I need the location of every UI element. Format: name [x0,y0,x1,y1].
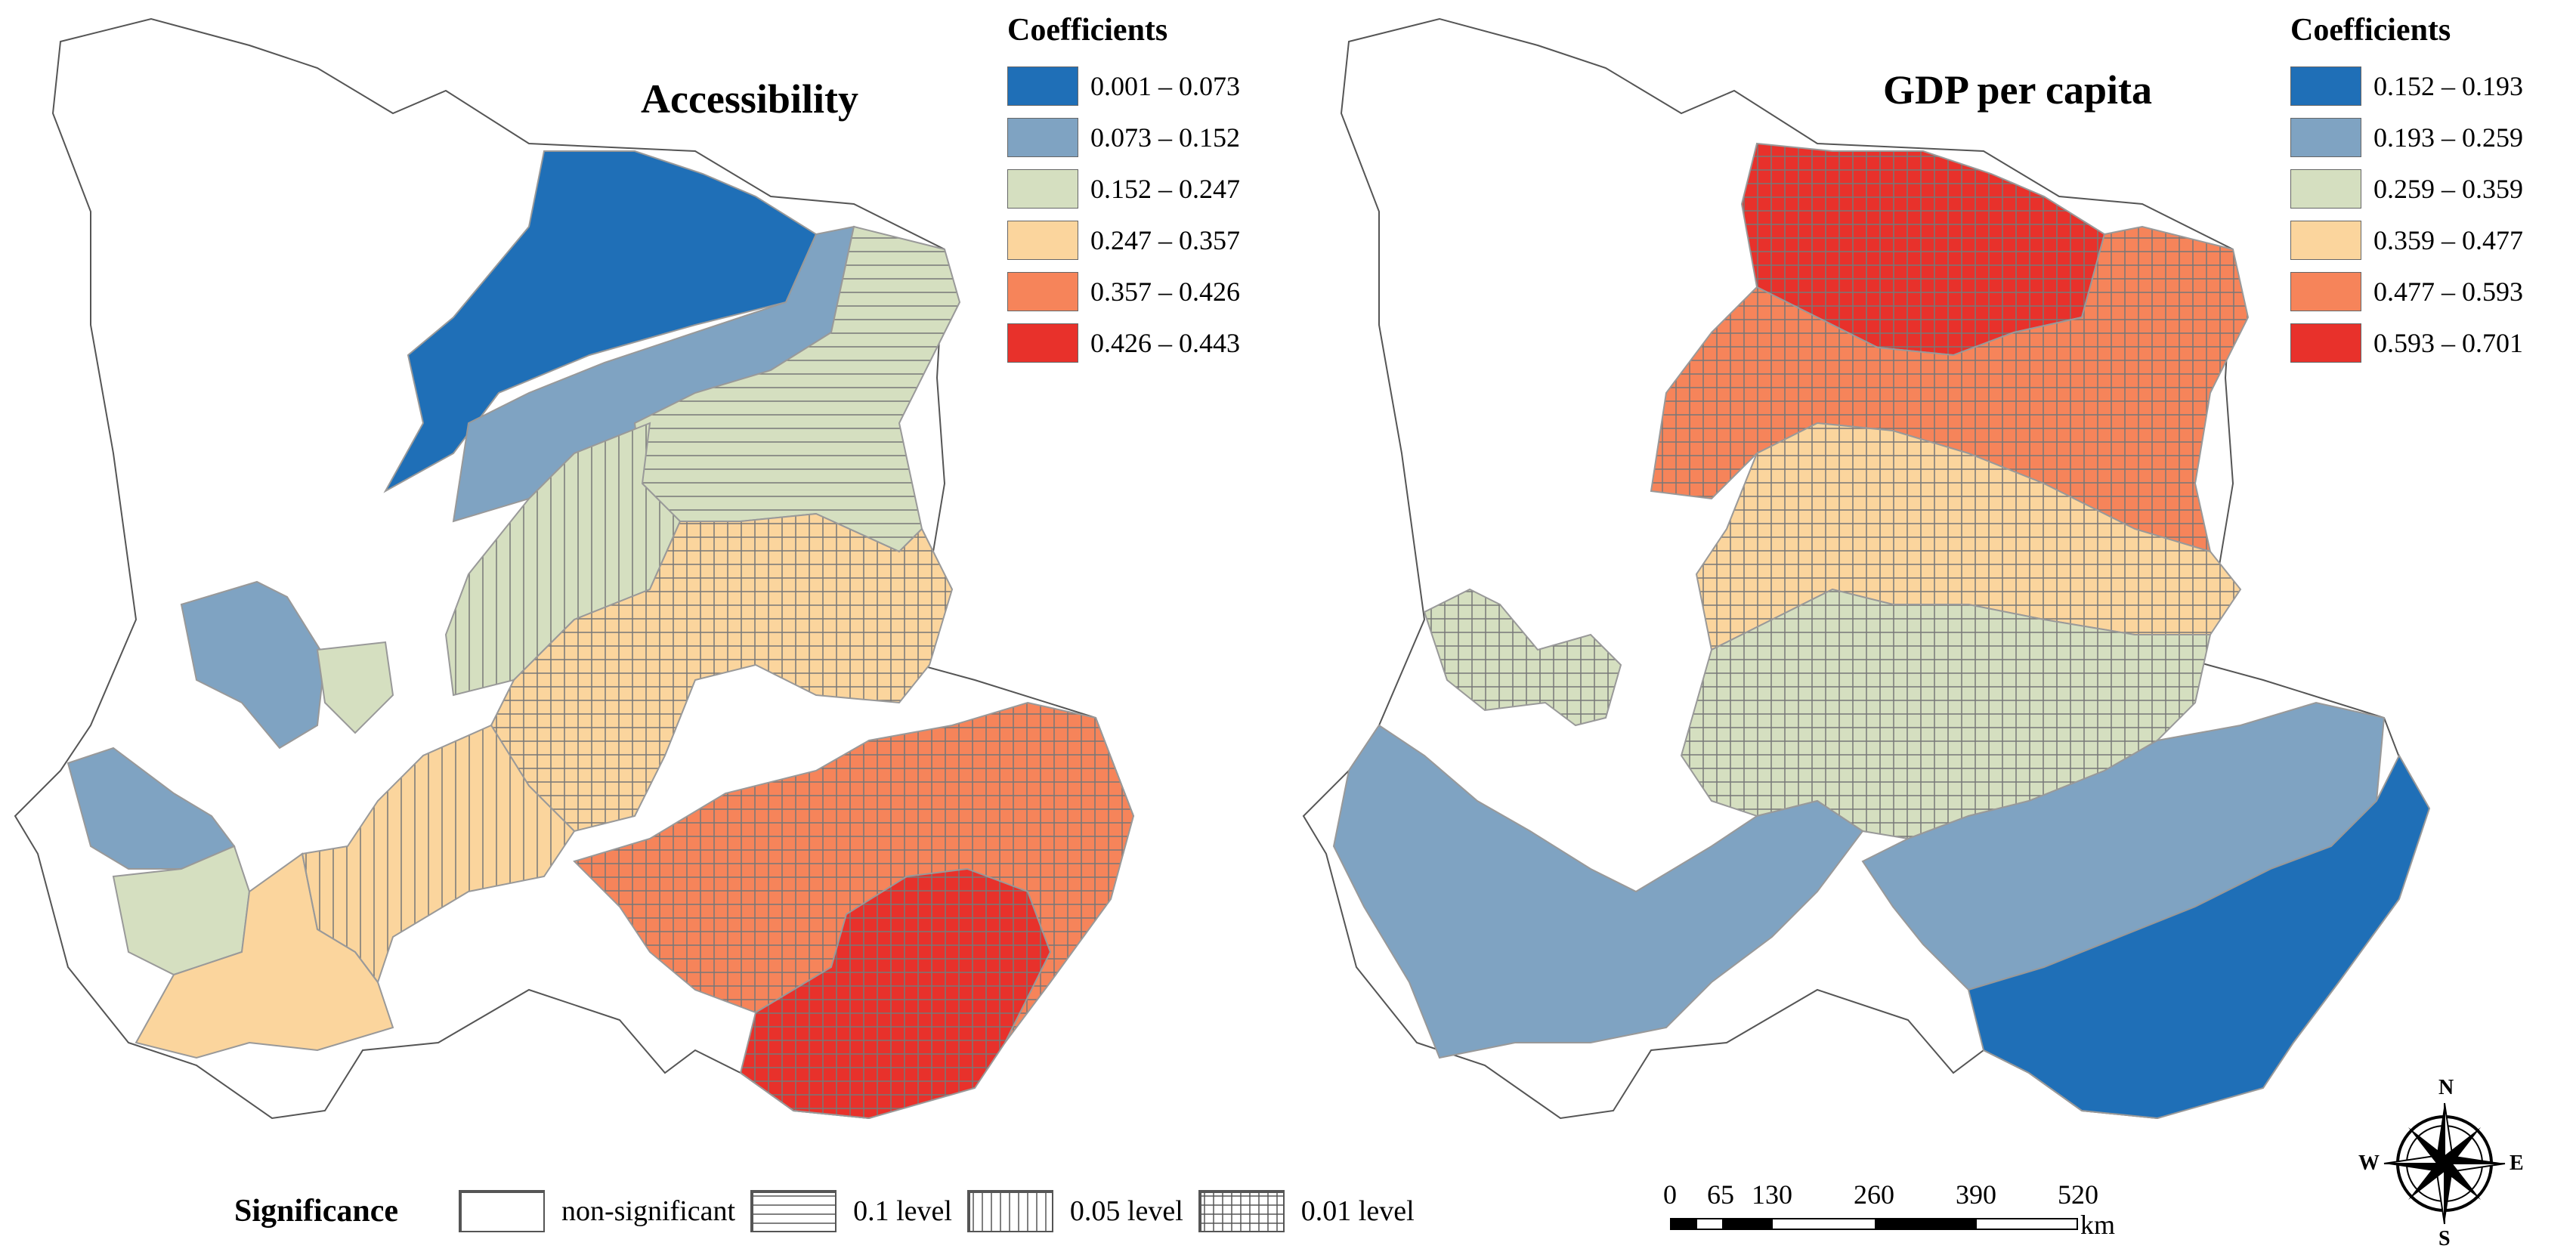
legend-title: Coefficients [2290,13,2451,48]
significance-swatch-horizontal [750,1190,837,1232]
compass-east: E [2510,1151,2524,1175]
legend-swatch [2290,323,2361,363]
scale-tick: 65 [1707,1179,1734,1210]
legend-swatch [1007,221,1078,260]
legend-item: 0.152 – 0.247 [1007,163,1240,215]
scale-tick: 130 [1752,1179,1792,1210]
legend-item: 0.357 – 0.426 [1007,266,1240,317]
compass-north: N [2438,1076,2454,1099]
scale-tick: 0 [1663,1179,1677,1210]
scale-bar: 0 65 130 260 390 520 km [1663,1179,2120,1247]
significance-title: Significance [234,1194,398,1229]
legend: Coefficients 0.152 – 0.193 0.193 – 0.259… [2290,12,2523,369]
compass-west: W [2358,1151,2380,1175]
significance-label: non-significant [561,1195,736,1227]
gdp-map-panel: GDP per capita Coefficients 0.152 – 0.19… [1288,0,2576,1179]
legend-item: 0.152 – 0.193 [2290,60,2523,112]
legend-swatch [1007,169,1078,209]
legend-label: 0.357 – 0.426 [1090,277,1240,307]
legend-label: 0.359 – 0.477 [2373,225,2523,255]
region-class-1 [1967,753,2431,1120]
map-title: Accessibility [641,76,858,122]
legend-label: 0.073 – 0.152 [1090,122,1240,153]
significance-swatch-none [459,1190,545,1232]
legend-item: 0.259 – 0.359 [2290,163,2523,215]
significance-swatch-vertical [966,1190,1053,1232]
significance-item-001: 0.01 level [1198,1190,1415,1232]
significance-swatch-grid [1198,1190,1285,1232]
legend-swatch [2290,118,2361,157]
legend-swatch [1007,323,1078,363]
region-west-blue [180,580,326,750]
legend-item: 0.593 – 0.701 [2290,317,2523,369]
accessibility-map [14,17,1135,1120]
region-class-1 [383,150,818,493]
significance-legend: Significance non-significant 0.1 level 0… [234,1185,1430,1238]
compass-star-icon [2383,1102,2506,1225]
legend-swatch [2290,169,2361,209]
scale-tick: 520 [2058,1179,2098,1210]
legend-item: 0.477 – 0.593 [2290,266,2523,317]
significance-item-01: 0.1 level [750,1190,952,1232]
legend-swatch [2290,66,2361,106]
legend-swatch [2290,272,2361,311]
legend-item: 0.359 – 0.477 [2290,215,2523,266]
gdp-map [1302,17,2431,1120]
significance-label: 0.1 level [853,1195,952,1227]
significance-item-none: non-significant [459,1190,735,1232]
legend-label: 0.247 – 0.357 [1090,225,1240,255]
legend-item: 0.247 – 0.357 [1007,215,1240,266]
scale-tick: 390 [1956,1179,1996,1210]
legend-label: 0.152 – 0.193 [2373,71,2523,101]
legend-label: 0.477 – 0.593 [2373,277,2523,307]
legend-label: 0.593 – 0.701 [2373,328,2523,358]
legend-item: 0.001 – 0.073 [1007,60,1240,112]
legend-swatch [2290,221,2361,260]
significance-label: 0.01 level [1300,1195,1415,1227]
compass-rose-icon: N S E W [2354,1073,2535,1254]
legend-item: 0.426 – 0.443 [1007,317,1240,369]
legend-label: 0.426 – 0.443 [1090,328,1240,358]
map-title: GDP per capita [1883,67,2152,113]
legend-swatch [1007,66,1078,106]
significance-item-005: 0.05 level [966,1190,1183,1232]
legend-item: 0.073 – 0.152 [1007,112,1240,163]
legend-label: 0.259 – 0.359 [2373,174,2523,204]
legend: Coefficients 0.001 – 0.073 0.073 – 0.152… [1007,12,1240,369]
region-west-green [316,641,394,734]
legend-swatch [1007,272,1078,311]
significance-label: 0.05 level [1069,1195,1183,1227]
legend-item: 0.193 – 0.259 [2290,112,2523,163]
legend-label: 0.001 – 0.073 [1090,71,1240,101]
scale-tick: 260 [1854,1179,1894,1210]
legend-swatch [1007,118,1078,157]
scale-unit: km [2080,1210,2116,1240]
legend-label: 0.193 – 0.259 [2373,122,2523,153]
legend-title: Coefficients [1007,13,1168,48]
scale-bar-graphic [1670,1218,2078,1230]
accessibility-map-panel: Accessibility Coefficients 0.001 – 0.073… [0,0,1288,1179]
region-sw-blue [1332,724,1864,1059]
legend-label: 0.152 – 0.247 [1090,174,1240,204]
compass-south: S [2438,1227,2451,1250]
